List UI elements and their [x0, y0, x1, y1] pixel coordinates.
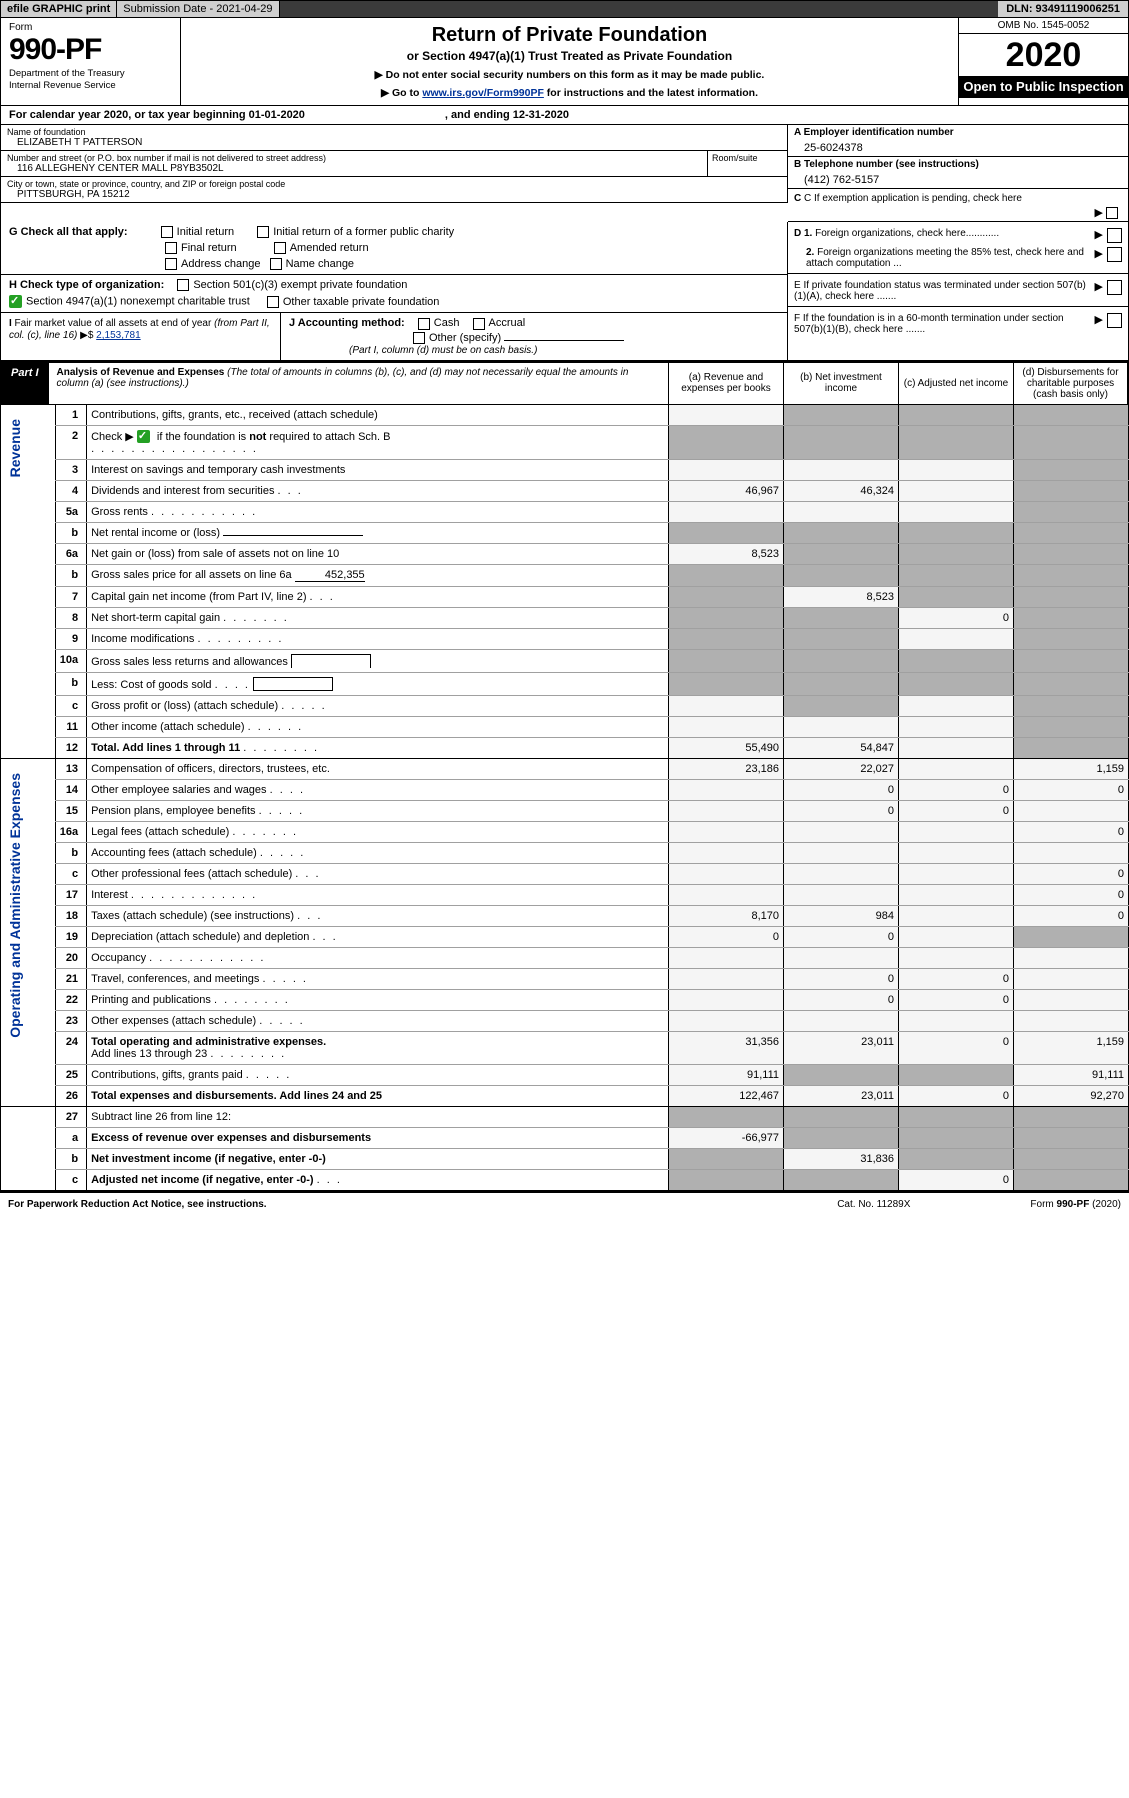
col-c-header: (c) Adjusted net income: [898, 363, 1013, 404]
sch-b-checkbox[interactable]: [137, 430, 150, 443]
fmv-amount[interactable]: 2,153,781: [96, 330, 141, 341]
cat-number: Cat. No. 11289X: [837, 1199, 910, 1210]
part-i-label: Part I: [1, 363, 49, 404]
d2-label: 2. Foreign organizations meeting the 85%…: [794, 247, 1091, 269]
irs-label: Internal Revenue Service: [9, 81, 172, 91]
i-section: I Fair market value of all assets at end…: [1, 313, 281, 359]
name-of-foundation-label: Name of foundation: [7, 127, 781, 137]
form-footer-label: Form 990-PF (2020): [1030, 1199, 1121, 1210]
omb-number: OMB No. 1545-0052: [959, 18, 1128, 34]
g-name-change[interactable]: [270, 258, 282, 270]
note-instructions: ▶ Go to www.irs.gov/Form990PF for instru…: [191, 87, 948, 99]
efile-label[interactable]: efile GRAPHIC print: [1, 1, 117, 17]
city-label: City or town, state or province, country…: [7, 179, 781, 189]
col-d-header: (d) Disbursements for charitable purpose…: [1013, 363, 1128, 404]
expenses-sidelabel: Operating and Administrative Expenses: [5, 763, 25, 1048]
e-checkbox[interactable]: [1107, 280, 1122, 295]
f-checkbox[interactable]: [1107, 313, 1122, 328]
g-final-return[interactable]: [165, 242, 177, 254]
part-i-table: Revenue 1Contributions, gifts, grants, e…: [0, 405, 1129, 1193]
j-accrual[interactable]: [473, 318, 485, 330]
form-word: Form: [9, 22, 172, 33]
j-section: J Accounting method: Cash Accrual Other …: [281, 313, 787, 359]
topbar-spacer: [280, 1, 999, 17]
h-4947a1-checked[interactable]: [9, 295, 22, 308]
d1-checkbox[interactable]: [1107, 228, 1122, 243]
d2-checkbox[interactable]: [1107, 247, 1122, 262]
e-label: E If private foundation status was termi…: [794, 280, 1091, 302]
col-a-header: (a) Revenue and expenses per books: [668, 363, 783, 404]
ein-value: 25-6024378: [794, 138, 1122, 154]
submission-date-label: Submission Date - 2021-04-29: [117, 1, 279, 17]
period-end: , and ending 12-31-2020: [445, 109, 569, 121]
telephone-value: (412) 762-5157: [794, 170, 1122, 186]
form-title: Return of Private Foundation: [191, 24, 948, 47]
telephone-label: B Telephone number (see instructions): [794, 159, 1122, 170]
section-c-label: C C If exemption application is pending,…: [794, 193, 1122, 204]
h-section: H Check type of organization: Section 50…: [1, 275, 787, 313]
form-subtitle: or Section 4947(a)(1) Trust Treated as P…: [191, 49, 948, 63]
period-begin: For calendar year 2020, or tax year begi…: [9, 109, 305, 121]
j-other[interactable]: [413, 332, 425, 344]
foundation-address: 116 ALLEGHENY CENTER MALL P8YB3502L: [7, 163, 701, 174]
f-label: F If the foundation is in a 60-month ter…: [794, 313, 1091, 335]
h-501c3[interactable]: [177, 279, 189, 291]
g-initial-return[interactable]: [161, 226, 173, 238]
instructions-link[interactable]: www.irs.gov/Form990PF: [422, 87, 544, 99]
col-b-header: (b) Net investment income: [783, 363, 898, 404]
room-suite-label: Room/suite: [708, 151, 788, 177]
d1-label: D 1. Foreign organizations, check here..…: [794, 228, 1091, 239]
h-other-taxable[interactable]: [267, 296, 279, 308]
note-ssn: ▶ Do not enter social security numbers o…: [191, 69, 948, 81]
g-section: G Check all that apply: Initial return I…: [1, 222, 787, 275]
g-address-change[interactable]: [165, 258, 177, 270]
paperwork-notice: For Paperwork Reduction Act Notice, see …: [8, 1199, 837, 1210]
foundation-city: PITTSBURGH, PA 15212: [7, 189, 781, 200]
c-checkbox[interactable]: [1106, 207, 1118, 219]
open-public-label: Open to Public Inspection: [959, 76, 1128, 98]
g-initial-public[interactable]: [257, 226, 269, 238]
ein-label: A Employer identification number: [794, 127, 1122, 138]
g-amended[interactable]: [274, 242, 286, 254]
dln-label: DLN: 93491119006251: [998, 1, 1128, 17]
foundation-name: ELIZABETH T PATTERSON: [7, 137, 781, 148]
j-cash[interactable]: [418, 318, 430, 330]
address-label: Number and street (or P.O. box number if…: [7, 153, 701, 163]
part-i-description: Analysis of Revenue and Expenses (The to…: [49, 363, 668, 404]
tax-year: 2020: [959, 34, 1128, 76]
revenue-sidelabel: Revenue: [5, 409, 25, 487]
department-label: Department of the Treasury: [9, 69, 172, 79]
form-number: 990-PF: [9, 33, 172, 67]
